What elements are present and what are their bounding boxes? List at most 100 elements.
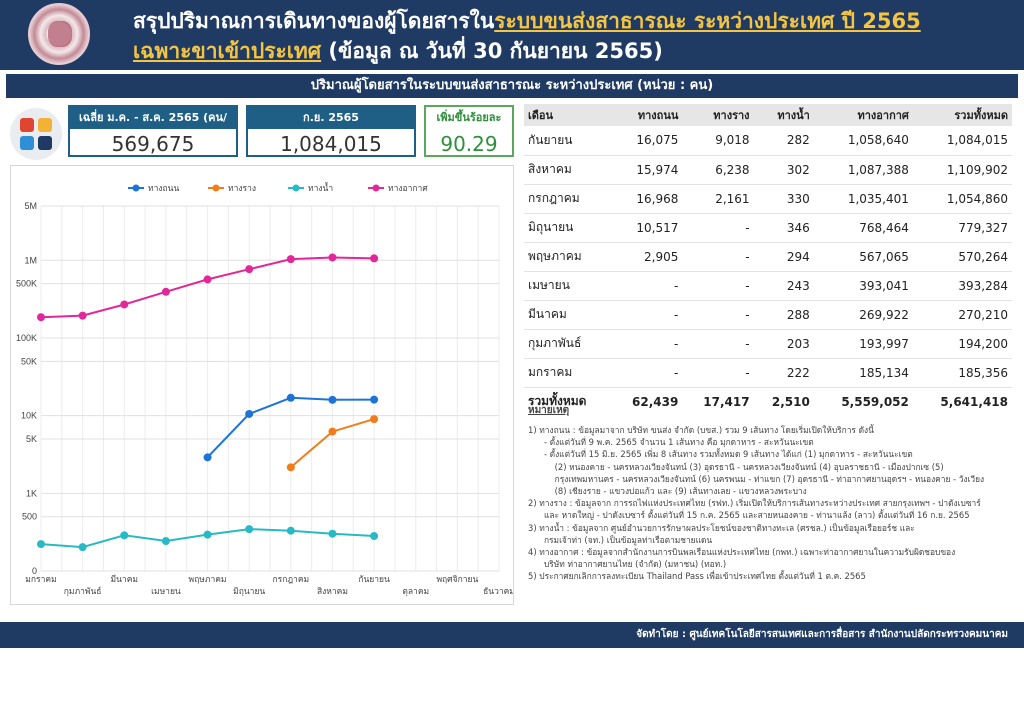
- table-cell: มีนาคม: [524, 300, 612, 330]
- table-cell: 1,058,640: [813, 126, 913, 156]
- note-line: 1) ทางถนน : ข้อมูลมาจาก บริษัท ขนส่ง จำก…: [528, 425, 874, 435]
- table-header-cell: รวมทั้งหมด: [912, 104, 1012, 126]
- table-cell: 294: [753, 242, 814, 272]
- table-cell: 567,065: [813, 242, 913, 272]
- table-row: กันยายน 16,075 9,018 282 1,058,640 1,084,015: [524, 126, 1012, 156]
- section-banner: ปริมาณผู้โดยสารในระบบขนส่งสาธารณะ ระหว่า…: [6, 74, 1018, 98]
- x-tick-label: กุมภาพันธ์: [64, 586, 102, 597]
- table-cell: 1,109,902: [912, 155, 1012, 185]
- table-cell: 10,517: [611, 213, 683, 243]
- table-cell: 1,054,860: [912, 184, 1012, 214]
- table-cell: 16,075: [611, 126, 683, 156]
- data-point: [120, 531, 129, 540]
- x-tick-label: กันยายน: [358, 575, 390, 585]
- data-point: [161, 537, 170, 546]
- y-tick-label: 100K: [16, 333, 37, 343]
- table-cell: -: [682, 213, 754, 243]
- table-cell: 6,238: [682, 155, 754, 185]
- table-row: สิงหาคม 15,974 6,238 302 1,087,388 1,109,902: [524, 155, 1012, 185]
- table-row: เมษายน - -243 393,041 393,284: [524, 271, 1012, 301]
- table-header-cell: เดือน: [524, 104, 612, 126]
- legend-swatch-dot: [212, 184, 220, 192]
- table-row: พฤษภาคม 2,905-294 567,065 570,264: [524, 242, 1012, 272]
- transport-icon: [10, 108, 62, 160]
- table-cell: 768,464: [813, 213, 913, 243]
- table-cell: 302: [753, 155, 814, 185]
- table-cell: 2,905: [611, 242, 683, 272]
- data-point: [203, 453, 212, 462]
- table-cell: 270,210: [912, 300, 1012, 330]
- table-cell: -: [682, 329, 754, 359]
- table-cell: มิถุนายน: [524, 213, 612, 243]
- table-total-cell: รวมทั้งหมด: [528, 394, 587, 409]
- legend-label: ทางน้ำ: [308, 182, 333, 194]
- table-cell: 393,284: [912, 271, 1012, 301]
- data-point: [161, 287, 170, 296]
- y-tick-label: 5K: [26, 434, 37, 444]
- note-line: บริษัท ท่าอากาศยานไทย (จำกัด) (มหาชน) (ท…: [528, 559, 727, 570]
- table-cell: -: [682, 271, 754, 301]
- data-point: [245, 265, 254, 274]
- table-row: มกราคม - -222 185,134 185,356: [524, 358, 1012, 388]
- table-total-cell: 62,439: [632, 394, 679, 409]
- title-part3: เฉพาะขาเข้าประเทศ: [133, 39, 322, 63]
- kpi-increase: เพิ่มขึ้นร้อยละ 90.29: [424, 105, 514, 157]
- table-cell: กันยายน: [524, 126, 612, 156]
- kpi-september-label: ก.ย. 2565: [248, 107, 414, 129]
- note-line: 3) ทางน้ำ : ข้อมูลจาก ศูนย์อำนวยการรักษา…: [528, 522, 915, 533]
- kpi-increase-label: เพิ่มขึ้นร้อยละ: [426, 107, 512, 129]
- table-cell: 1,035,401: [813, 184, 913, 214]
- note-line: - ตั้งแต่วันที่ 15 มิ.ย. 2565 เพิ่ม 8 เส…: [528, 449, 913, 460]
- table-cell: มกราคม: [524, 358, 612, 388]
- note-line: (2) หนองคาย - นครหลวงเวียงจันทน์ (3) อุด…: [528, 461, 944, 472]
- table-cell: 185,356: [912, 358, 1012, 388]
- legend-swatch-dot: [292, 184, 300, 192]
- data-point: [78, 311, 87, 320]
- note-line: 5) ประกาศยกเลิกการลงทะเบียน Thailand Pas…: [528, 571, 866, 582]
- y-tick-label: 500K: [16, 279, 37, 289]
- data-point: [286, 393, 295, 402]
- y-tick-label: 500: [22, 512, 37, 522]
- table-cell: เมษายน: [524, 271, 612, 301]
- table-body: กันยายน 16,075 9,018 282 1,058,640 1,084,015 ส…: [524, 126, 1012, 416]
- x-tick-label: มกราคม: [25, 575, 56, 585]
- kpi-average-value: 569,675: [111, 132, 195, 156]
- note-line: 2) ทางราง : ข้อมูลจาก การรถไฟแห่งประเทศไ…: [528, 498, 981, 509]
- data-point: [328, 253, 337, 262]
- kpi-september-value: 1,084,015: [280, 132, 382, 156]
- table-cell: 185,134: [813, 358, 913, 388]
- note-line: (8) เชียงราย - แขวงบ่อแก้ว และ (9) เส้นท…: [528, 486, 807, 497]
- table-cell: สิงหาคม: [524, 155, 612, 185]
- table-header-row: เดือน ทางถนน ทางราง ทางน้ำ ทางอากาศ รวมทั้งหม…: [524, 104, 1012, 126]
- table-cell: 203: [753, 329, 814, 359]
- kpi-increase-value: 90.29: [440, 132, 498, 156]
- table-cell: 1,084,015: [912, 126, 1012, 156]
- data-point: [370, 395, 379, 404]
- x-tick-label: เมษายน: [151, 587, 181, 597]
- x-tick-label: มิถุนายน: [233, 587, 265, 597]
- table-cell: 779,327: [912, 213, 1012, 243]
- table-cell: -: [611, 300, 683, 330]
- y-tick-label: 50K: [21, 356, 37, 366]
- table-total-cell: 2,510: [771, 394, 810, 409]
- y-tick-label: 1K: [26, 488, 37, 498]
- data-point: [328, 529, 337, 538]
- table-row: มีนาคม - -288 269,922 270,210: [524, 300, 1012, 330]
- table-header-cell: ทางถนน: [611, 104, 683, 126]
- title-part2: ระบบขนส่งสาธารณะ ระหว่างประเทศ ปี 2565: [494, 9, 921, 33]
- table-cell: 288: [753, 300, 814, 330]
- table-cell: 393,041: [813, 271, 913, 301]
- x-tick-label: พฤศจิกายน: [436, 575, 478, 585]
- note-line: และ หาดใหญ่ - ปาดังเบซาร์ ตั้งแต่วันที่ …: [528, 510, 970, 521]
- ministry-logo: [28, 3, 90, 65]
- x-tick-label: มีนาคม: [111, 574, 138, 585]
- table-cell: -: [682, 358, 754, 388]
- table-cell: -: [611, 271, 683, 301]
- legend-label: ทางถนน: [148, 184, 179, 194]
- y-tick-label: 10K: [21, 411, 37, 421]
- data-point: [286, 255, 295, 264]
- table-total-row: รวมทั้งหมด 62,439 17,417 2,510 5,559,052 5,64…: [524, 387, 1012, 416]
- x-tick-label: พฤษภาคม: [189, 575, 227, 585]
- legend-swatch-dot: [132, 184, 140, 192]
- notes-block: 1) ทางถนน : ข้อมูลมาจาก บริษัท ขนส่ง จำก…: [528, 424, 1010, 583]
